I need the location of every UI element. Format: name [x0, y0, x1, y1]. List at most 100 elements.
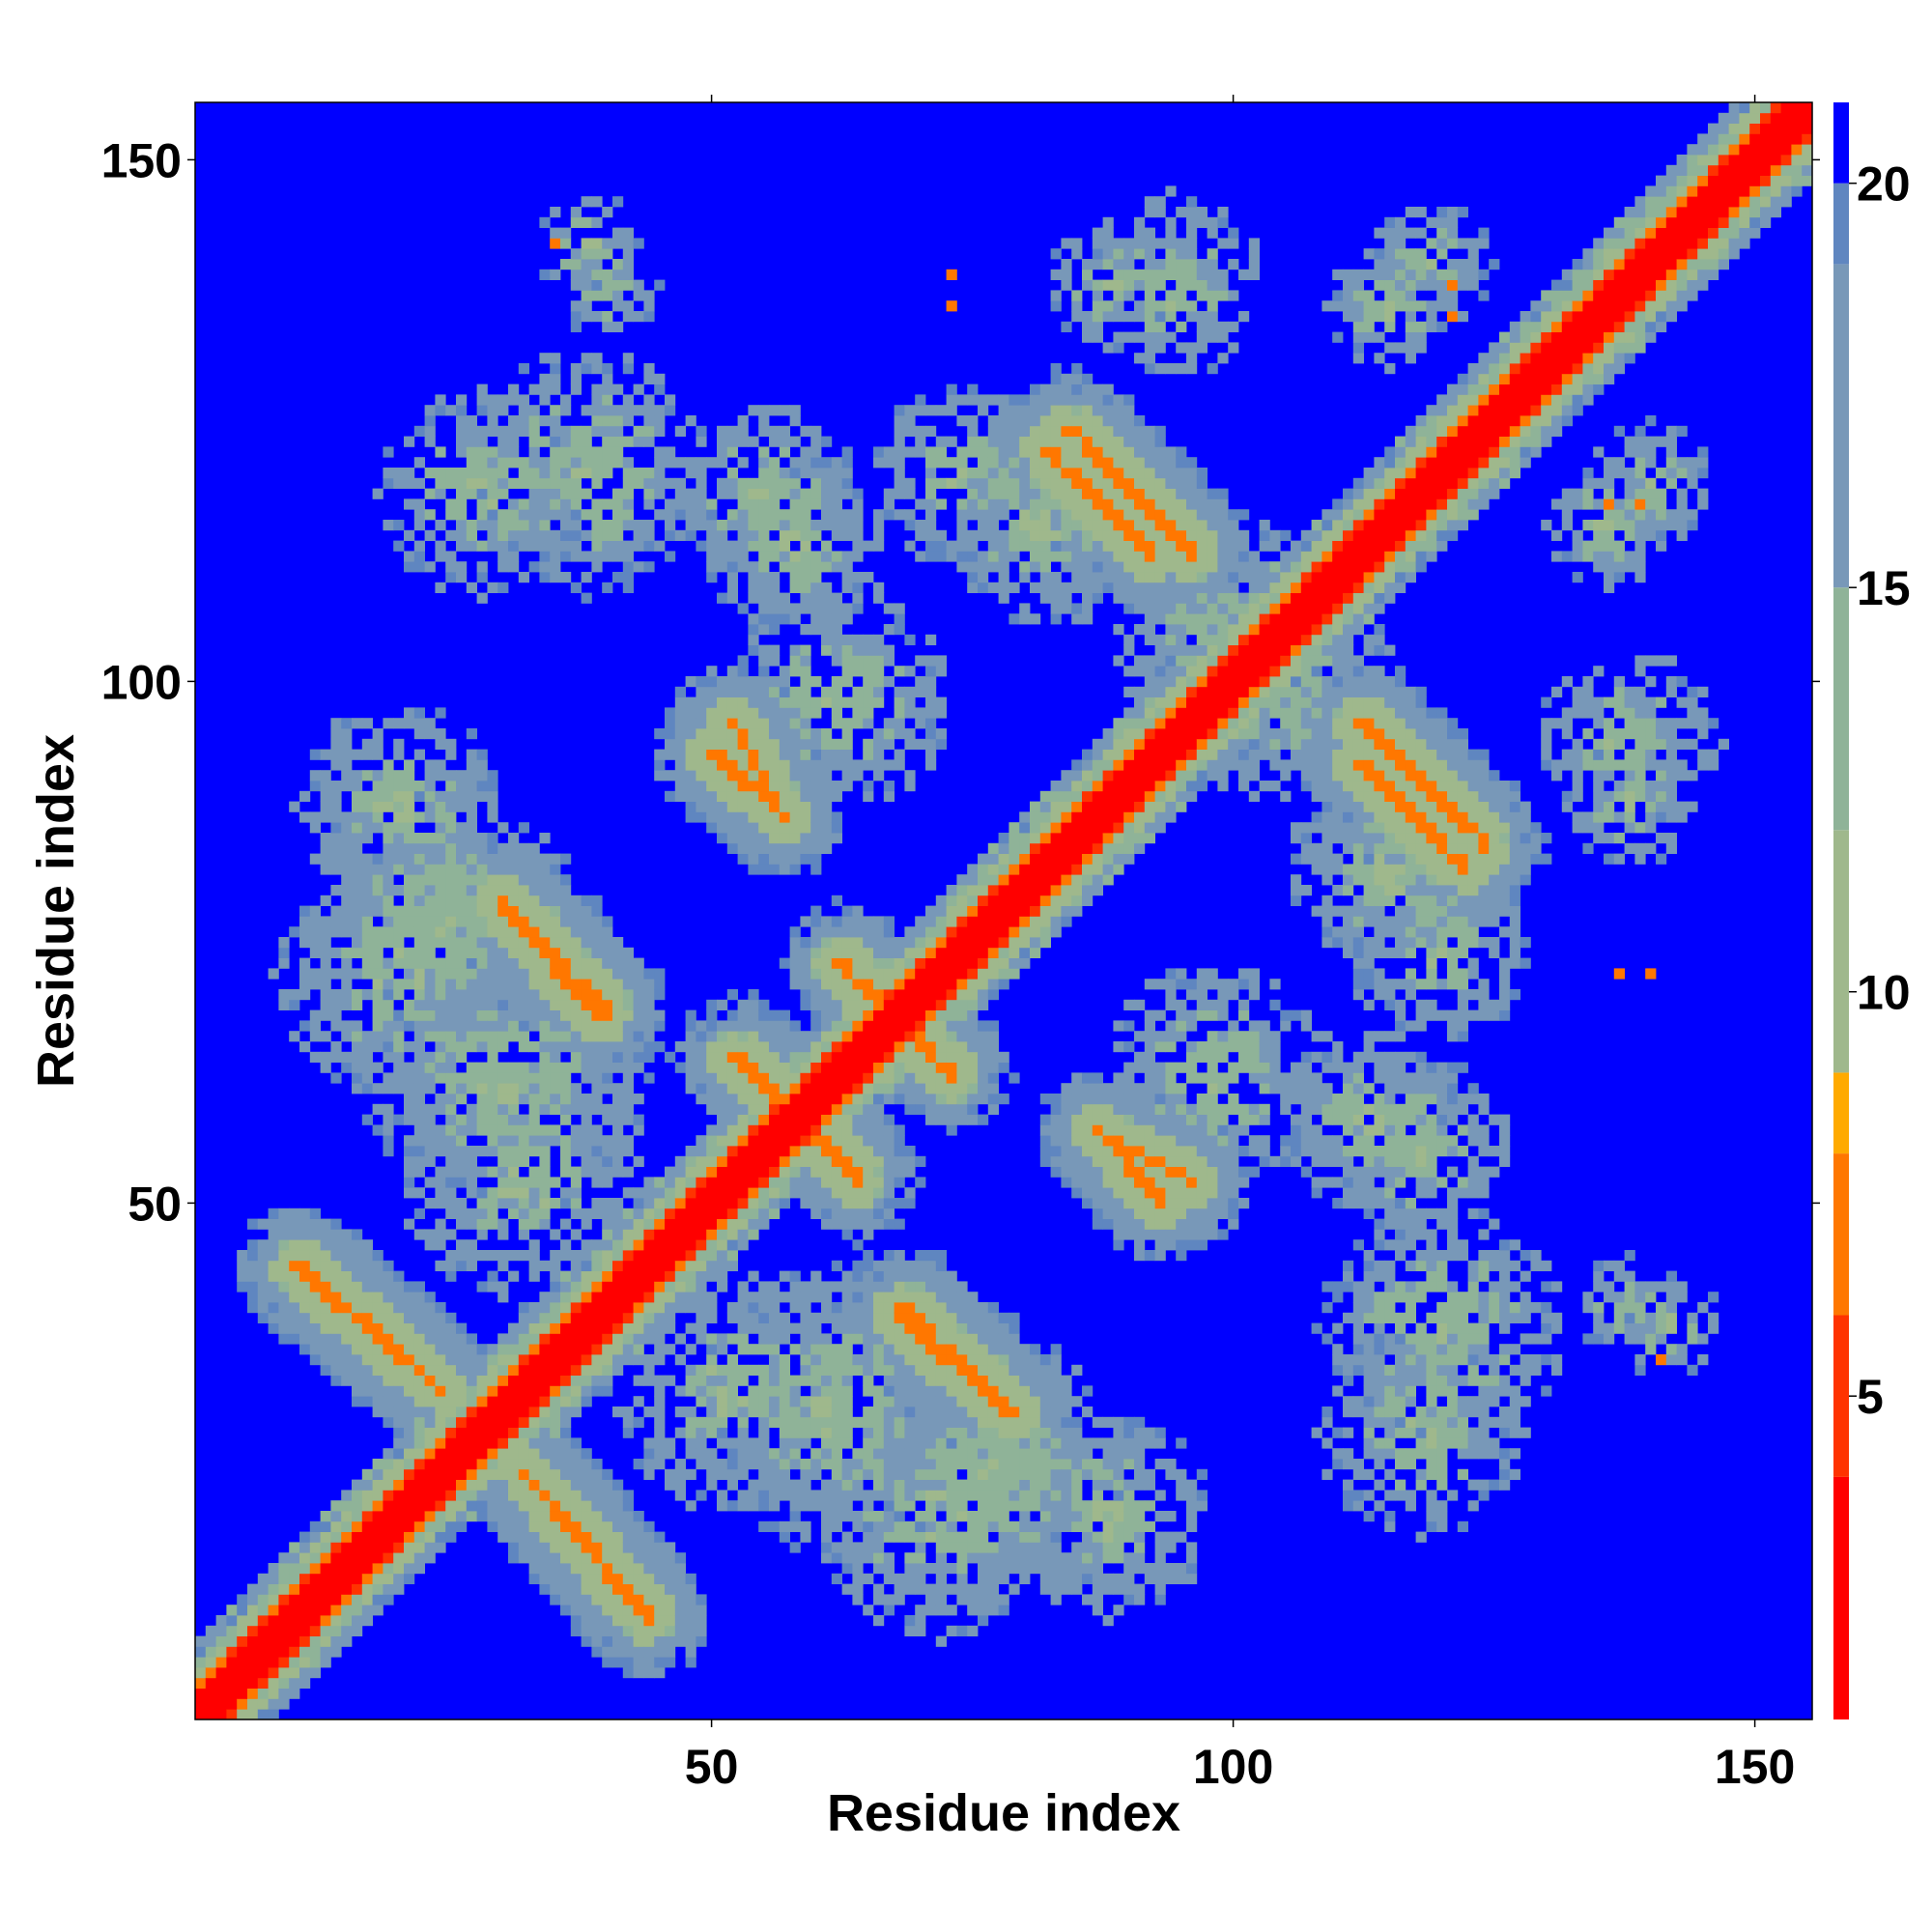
heatmap-cell: [696, 1166, 707, 1178]
heatmap-cell: [831, 822, 842, 834]
heatmap-cell: [393, 1427, 405, 1438]
heatmap-cell: [706, 1250, 718, 1262]
heatmap-cell: [570, 1531, 582, 1543]
heatmap-cell: [831, 457, 842, 469]
heatmap-cell: [372, 1605, 384, 1616]
heatmap-cell: [622, 1072, 634, 1084]
heatmap-cell: [289, 1333, 300, 1345]
heatmap-cell: [341, 1552, 353, 1564]
heatmap-cell: [737, 1135, 749, 1147]
heatmap-cell: [674, 1062, 686, 1073]
heatmap-cell: [550, 425, 561, 437]
heatmap-cell: [435, 874, 446, 886]
heatmap-cell: [445, 1427, 457, 1438]
heatmap-cell: [915, 1511, 926, 1522]
heatmap-cell: [539, 1072, 551, 1084]
heatmap-cell: [456, 1239, 468, 1251]
heatmap-cell: [435, 1531, 446, 1543]
heatmap-cell: [518, 853, 529, 865]
heatmap-cell: [581, 1375, 592, 1386]
heatmap-cell: [863, 696, 874, 708]
heatmap-cell: [466, 979, 477, 990]
heatmap-cell: [674, 1385, 686, 1397]
heatmap-cell: [591, 1520, 603, 1532]
heatmap-cell: [393, 1396, 405, 1407]
heatmap-cell: [466, 1437, 477, 1449]
heatmap-cell: [320, 1051, 331, 1063]
heatmap-cell: [810, 707, 822, 719]
heatmap-cell: [581, 1635, 592, 1647]
heatmap-cell: [383, 1009, 394, 1021]
heatmap-cell: [748, 1479, 759, 1491]
heatmap-cell: [404, 1500, 415, 1512]
heatmap-cell: [581, 592, 592, 604]
heatmap-cell: [612, 488, 624, 499]
heatmap-cell: [800, 1333, 811, 1345]
heatmap-cell: [758, 1208, 770, 1219]
heatmap-cell: [810, 999, 822, 1010]
heatmap-cell: [737, 728, 749, 740]
heatmap-cell: [810, 1072, 822, 1084]
heatmap-cell: [299, 1218, 311, 1230]
heatmap-cell: [435, 1302, 446, 1314]
heatmap-cell: [956, 1354, 968, 1366]
heatmap-cell: [550, 1437, 561, 1449]
heatmap-cell: [508, 1448, 520, 1460]
heatmap-cell: [487, 947, 498, 958]
heatmap-cell: [654, 1239, 666, 1251]
heatmap-cell: [758, 529, 770, 541]
heatmap-cell: [758, 1166, 770, 1178]
heatmap-cell: [393, 937, 405, 949]
heatmap-cell: [591, 1083, 603, 1094]
heatmap-cell: [570, 1563, 582, 1575]
heatmap-cell: [894, 1459, 905, 1470]
heatmap-cell: [769, 707, 781, 719]
heatmap-cell: [748, 1198, 759, 1209]
heatmap-cell: [341, 1625, 353, 1636]
heatmap-cell: [925, 947, 937, 958]
heatmap-cell: [570, 1605, 582, 1616]
heatmap-cell: [383, 477, 394, 489]
heatmap-cell: [352, 999, 363, 1010]
heatmap-cell: [612, 279, 624, 291]
heatmap-cell: [602, 1229, 613, 1240]
heatmap-cell: [372, 1062, 384, 1073]
heatmap-cell: [935, 1062, 947, 1073]
heatmap-cell: [330, 1531, 342, 1543]
heatmap-cell: [654, 1344, 666, 1355]
heatmap-cell: [404, 551, 415, 562]
heatmap-cell: [497, 968, 509, 980]
heatmap-cell: [894, 1250, 905, 1262]
heatmap-cell: [393, 1041, 405, 1053]
heatmap-cell: [967, 1427, 979, 1438]
heatmap-cell: [508, 436, 520, 447]
heatmap-cell: [508, 1072, 520, 1084]
heatmap-cell: [779, 425, 790, 437]
heatmap-cell: [873, 582, 885, 593]
heatmap-cell: [925, 738, 937, 750]
heatmap-cell: [831, 1218, 842, 1230]
heatmap-cell: [956, 874, 968, 886]
heatmap-cell: [456, 999, 468, 1010]
heatmap-cell: [904, 634, 916, 645]
heatmap-cell: [956, 926, 968, 938]
heatmap-cell: [873, 1333, 885, 1345]
heatmap-cell: [967, 477, 979, 489]
heatmap-cell: [550, 999, 561, 1010]
heatmap-cell: [466, 822, 477, 834]
heatmap-cell: [643, 363, 655, 375]
heatmap-cell: [539, 1124, 551, 1136]
heatmap-cell: [633, 1094, 644, 1105]
heatmap-cell: [550, 989, 561, 1001]
heatmap-cell: [560, 446, 572, 458]
heatmap-cell: [779, 801, 790, 812]
heatmap-cell: [737, 520, 749, 531]
heatmap-cell: [330, 1333, 342, 1345]
heatmap-cell: [696, 1375, 707, 1386]
heatmap-cell: [841, 1416, 853, 1428]
heatmap-cell: [737, 1396, 749, 1407]
heatmap-cell: [852, 1208, 864, 1219]
heatmap-cell: [413, 1490, 425, 1501]
heatmap-cell: [268, 1208, 279, 1219]
heatmap-cell: [821, 1459, 833, 1470]
